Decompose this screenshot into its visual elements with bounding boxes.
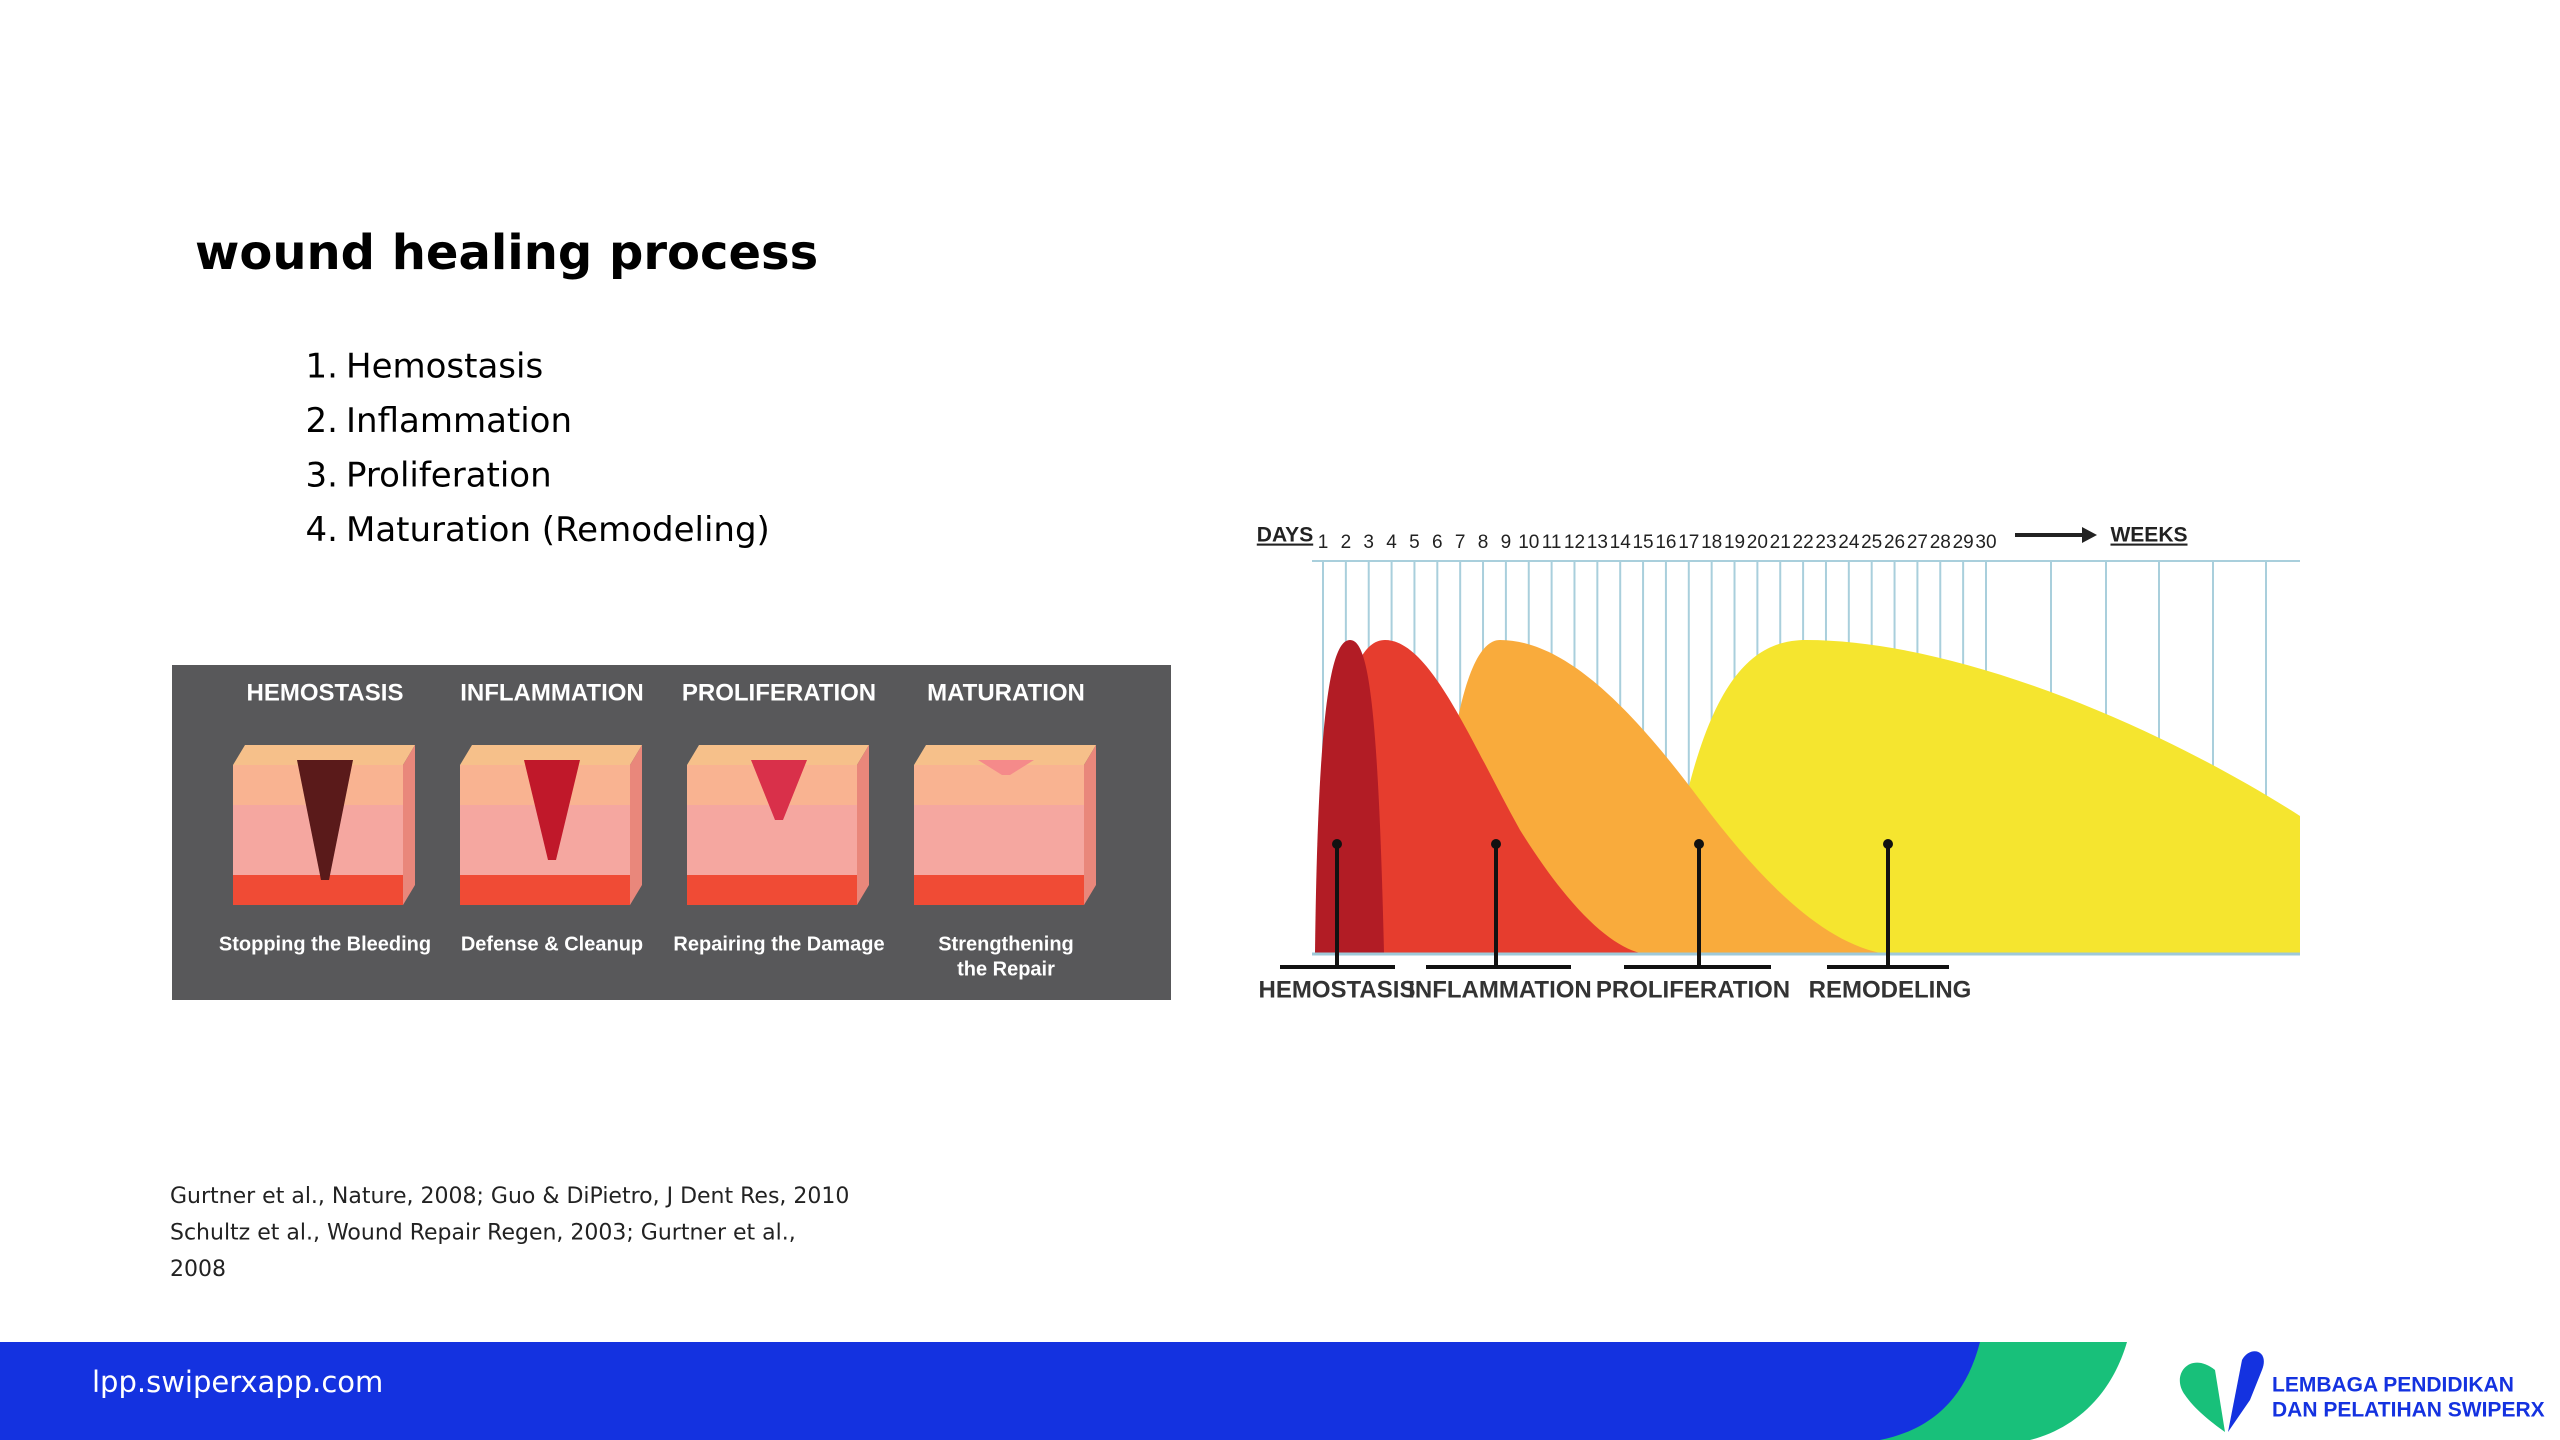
day-label: 27 [1907, 532, 1928, 553]
day-label: 10 [1518, 532, 1539, 553]
day-label: 8 [1478, 532, 1489, 553]
phase-label: INFLAMMATION [1408, 976, 1592, 1003]
logo-line: DAN PELATIHAN SWIPERX [2272, 1399, 2545, 1422]
day-label: 21 [1770, 532, 1791, 553]
skin-side [857, 745, 869, 905]
hemostasis-curve [1315, 640, 1384, 953]
list-marker: 4. [306, 510, 338, 550]
skin-fat [233, 875, 403, 905]
stage-title: INFLAMMATION [460, 679, 644, 706]
day-label: 29 [1953, 532, 1974, 553]
logo-heart-left [2179, 1362, 2225, 1432]
day-label: 20 [1747, 532, 1768, 553]
citation-line: 2008 [170, 1257, 226, 1282]
day-label: 13 [1587, 532, 1608, 553]
phase-pointer-dot [1694, 839, 1704, 849]
stage-title: PROLIFERATION [682, 679, 876, 706]
phase-label: HEMOSTASIS [1259, 976, 1416, 1003]
skin-fat [687, 875, 857, 905]
day-label: 6 [1432, 532, 1443, 553]
day-label: 15 [1632, 532, 1653, 553]
arrow-head [2082, 527, 2097, 543]
day-label: 30 [1975, 532, 1996, 553]
weeks-label: WEEKS [2110, 524, 2187, 547]
wound [751, 760, 807, 820]
day-label: 18 [1701, 532, 1722, 553]
skin-dermis [914, 805, 1084, 875]
day-label: 9 [1501, 532, 1512, 553]
phase-label: PROLIFERATION [1596, 976, 1790, 1003]
day-label: 17 [1678, 532, 1699, 553]
skin-side [1084, 745, 1096, 905]
list-marker: 2. [306, 401, 338, 441]
stage-caption: Stopping the Bleeding [219, 933, 431, 955]
day-label: 16 [1655, 532, 1676, 553]
skin-top [687, 745, 869, 765]
day-label: 26 [1884, 532, 1905, 553]
list-marker: 1. [306, 347, 338, 387]
day-label: 12 [1564, 532, 1585, 553]
skin-top [460, 745, 642, 765]
title: wound healing process [195, 225, 818, 281]
logo-line: LEMBAGA PENDIDIKAN [2272, 1374, 2514, 1397]
phase-pointer-dot [1332, 839, 1342, 849]
wound [978, 760, 1034, 775]
stage-caption: Defense & Cleanup [461, 933, 643, 955]
remodeling-curve [1660, 640, 2300, 953]
skin-side [403, 745, 415, 905]
day-label: 4 [1386, 532, 1397, 553]
days-label: DAYS [1257, 524, 1313, 547]
skin-fat [914, 875, 1084, 905]
day-label: 19 [1724, 532, 1745, 553]
wound [297, 760, 353, 880]
inflammation-curve [1318, 640, 1640, 953]
footer-bar [0, 1342, 1980, 1440]
skin-dermis [687, 805, 857, 875]
footer-url: lpp.swiperxapp.com [92, 1365, 383, 1399]
skin-fat [460, 875, 630, 905]
list-item: Maturation (Remodeling) [346, 510, 770, 550]
stage-title: HEMOSTASIS [247, 679, 404, 706]
stage-caption: Repairing the Damage [673, 933, 884, 955]
stage-caption: Strengthening [938, 933, 1074, 955]
day-label: 11 [1542, 532, 1562, 553]
list-item: Proliferation [346, 456, 552, 496]
day-label: 28 [1930, 532, 1951, 553]
phase-pointer-dot [1883, 839, 1893, 849]
citations: Gurtner et al., Nature, 2008; Guo & DiPi… [170, 1184, 849, 1282]
citation-line: Gurtner et al., Nature, 2008; Guo & DiPi… [170, 1184, 849, 1209]
stage-title: MATURATION [927, 679, 1085, 706]
wound [524, 760, 580, 860]
phase-pointer-dot [1491, 839, 1501, 849]
day-label: 7 [1455, 532, 1466, 553]
skin-top [233, 745, 415, 765]
day-label: 14 [1610, 532, 1632, 553]
skin-top [914, 745, 1096, 765]
logo-heart-right [2228, 1351, 2264, 1432]
day-label: 25 [1861, 532, 1882, 553]
list-marker: 3. [306, 456, 338, 496]
day-label: 5 [1409, 532, 1420, 553]
day-label: 1 [1318, 532, 1329, 553]
day-label: 22 [1793, 532, 1814, 553]
list-item: Hemostasis [346, 347, 543, 387]
list-item: Inflammation [346, 401, 572, 441]
day-label: 24 [1838, 532, 1860, 553]
stages: HEMOSTASIS Stopping the Bleeding INFLAMMAT… [219, 679, 1096, 980]
day-label: 2 [1341, 532, 1352, 553]
stage-caption: the Repair [957, 958, 1055, 980]
skin-side [630, 745, 642, 905]
phase-label: REMODELING [1809, 976, 1972, 1003]
day-label: 23 [1815, 532, 1836, 553]
citation-line: Schultz et al., Wound Repair Regen, 2003… [170, 1221, 796, 1246]
day-label: 3 [1363, 532, 1374, 553]
